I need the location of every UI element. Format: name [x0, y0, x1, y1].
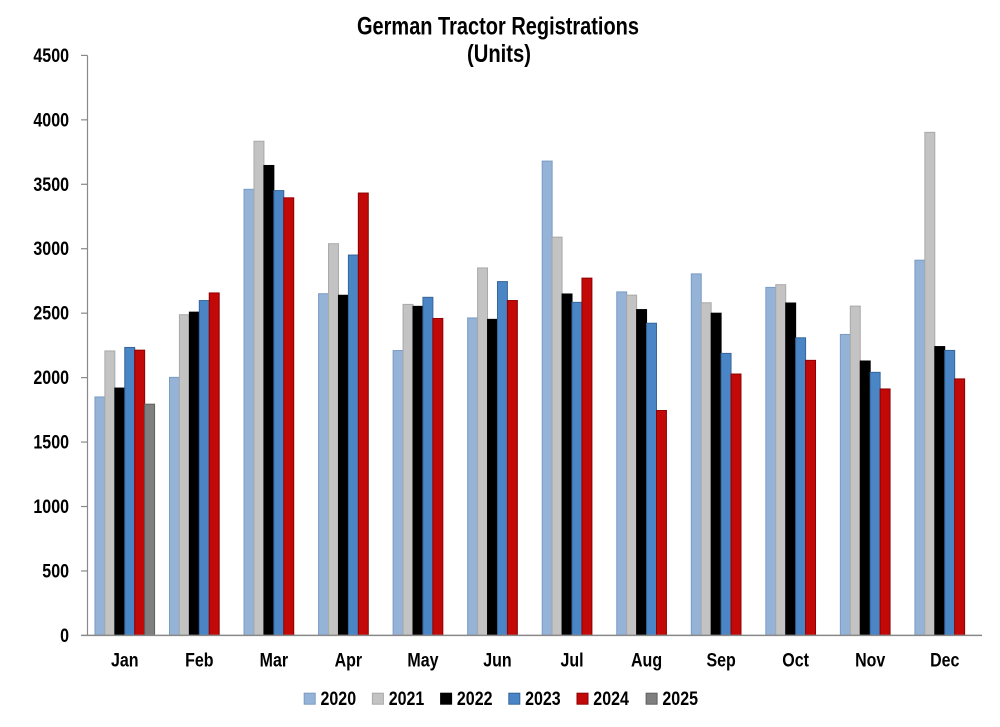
- svg-text:500: 500: [42, 560, 69, 582]
- svg-text:1000: 1000: [33, 496, 69, 518]
- svg-text:3500: 3500: [33, 174, 69, 196]
- svg-text:Jun: Jun: [483, 650, 511, 672]
- svg-text:0: 0: [60, 625, 69, 647]
- svg-text:Nov: Nov: [855, 650, 885, 672]
- svg-text:3000: 3000: [33, 238, 69, 260]
- svg-text:Sep: Sep: [706, 650, 735, 672]
- svg-text:Jul: Jul: [560, 650, 583, 672]
- svg-text:Dec: Dec: [930, 650, 959, 672]
- svg-text:Feb: Feb: [185, 650, 213, 672]
- svg-text:1500: 1500: [33, 432, 69, 454]
- svg-text:2020: 2020: [321, 688, 357, 710]
- svg-text:Mar: Mar: [260, 650, 289, 672]
- svg-text:2021: 2021: [389, 688, 425, 710]
- svg-text:Oct: Oct: [782, 650, 809, 672]
- svg-text:2500: 2500: [33, 303, 69, 325]
- svg-text:(Units): (Units): [467, 40, 531, 68]
- svg-text:2025: 2025: [662, 688, 698, 710]
- svg-text:May: May: [407, 650, 438, 672]
- svg-text:Apr: Apr: [335, 650, 363, 672]
- svg-text:2024: 2024: [593, 688, 629, 710]
- svg-text:4500: 4500: [33, 45, 69, 67]
- svg-text:2000: 2000: [33, 367, 69, 389]
- svg-text:2023: 2023: [525, 688, 561, 710]
- svg-text:Jan: Jan: [111, 650, 139, 672]
- svg-text:4000: 4000: [33, 109, 69, 131]
- svg-text:Aug: Aug: [631, 650, 662, 672]
- svg-text:2022: 2022: [457, 688, 493, 710]
- svg-text:German Tractor Registrations: German Tractor Registrations: [357, 13, 639, 41]
